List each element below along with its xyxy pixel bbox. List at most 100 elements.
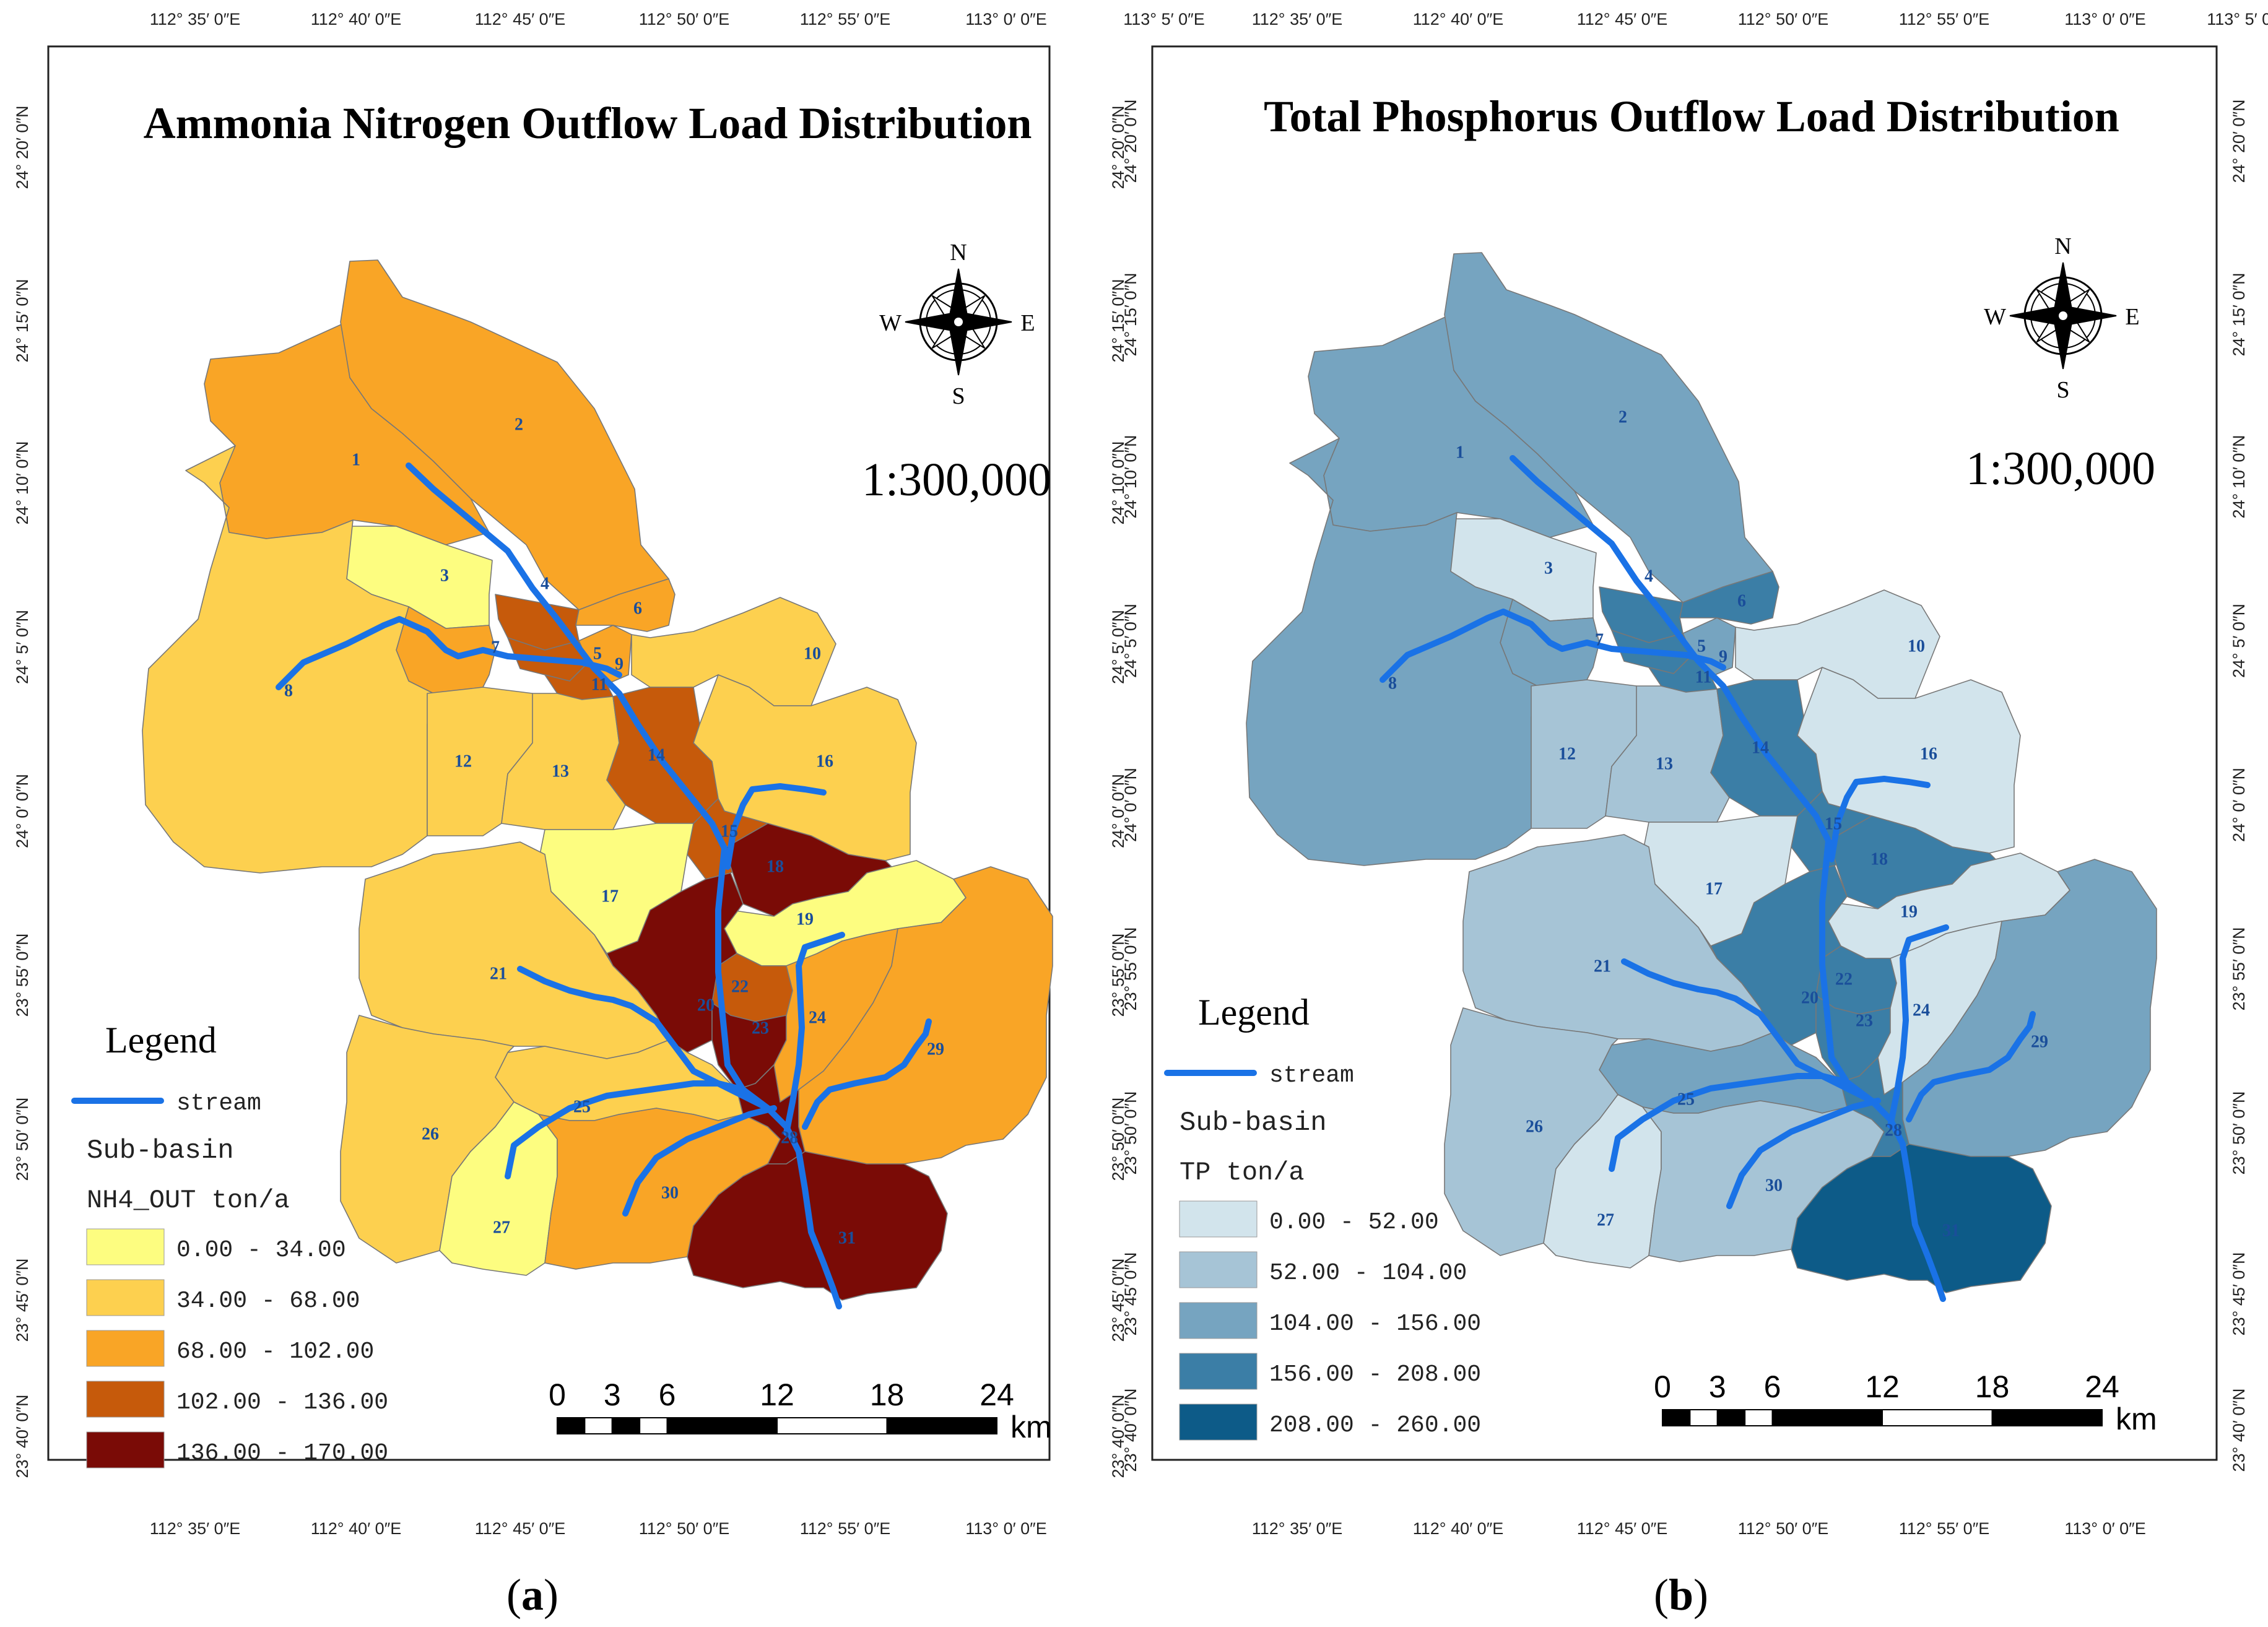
legend-subbasin-label: Sub-basin xyxy=(87,1135,234,1166)
stream-line xyxy=(1379,609,1726,683)
stream-line xyxy=(1609,1073,1850,1172)
subbasin-label: 13 xyxy=(1656,754,1673,773)
subbasin-label: 15 xyxy=(721,822,738,841)
coordinate-labels: 112° 35′ 0″E 112° 35′ 0″E 112° 40′ 0″E 112°… xyxy=(1121,10,2268,1538)
lon-label-top: 113° 5′ 0″E xyxy=(2207,10,2268,28)
stream-layer xyxy=(1379,455,2036,1302)
subbasin-label: 16 xyxy=(816,752,833,771)
subbasin-8[interactable] xyxy=(142,445,434,874)
scale-segment xyxy=(1882,1409,1993,1426)
lat-label-right: 24° 0′ 0″N xyxy=(1109,774,1127,848)
lon-label-top: 112° 55′ 0″E xyxy=(1899,10,1990,28)
subbasin-6[interactable] xyxy=(575,578,676,632)
legend-swatch xyxy=(1179,1251,1258,1288)
subbasin-label: 18 xyxy=(767,857,784,876)
north-arrow-icon: N S E W xyxy=(1984,233,2140,403)
compass-n: N xyxy=(950,240,967,266)
scale-tick-label: 3 xyxy=(604,1378,621,1412)
stream-line xyxy=(1887,924,1949,1129)
legend-class-label: 104.00 - 156.00 xyxy=(1269,1311,1481,1337)
lon-label-bottom: 112° 40′ 0″E xyxy=(1413,1519,1504,1538)
scale-segment xyxy=(1771,1409,1883,1426)
lon-label-top: 113° 5′ 0″E xyxy=(1123,10,1205,28)
compass-w: W xyxy=(1984,304,2006,330)
legend-swatch xyxy=(1179,1200,1258,1238)
lon-label-bottom: 112° 50′ 0″E xyxy=(1738,1519,1829,1538)
compass-s: S xyxy=(2056,377,2069,403)
subbasin-label: 15 xyxy=(1825,814,1842,833)
subbasin-label: 2 xyxy=(1618,407,1627,427)
subbasin-label: 24 xyxy=(1913,1000,1930,1020)
legend-swatch xyxy=(86,1330,165,1367)
subbasin-label: 29 xyxy=(2031,1032,2048,1051)
lat-label-right: 24° 0′ 0″N xyxy=(2230,768,2248,842)
lat-label-left: 23° 40′ 0″N xyxy=(13,1395,32,1478)
subbasin-label: 20 xyxy=(1801,988,1818,1007)
subbasin-label: 3 xyxy=(1544,558,1553,578)
lat-label-right: 23° 50′ 0″N xyxy=(2230,1091,2248,1175)
legend-class-label: 34.00 - 68.00 xyxy=(176,1288,360,1314)
scale-segment xyxy=(666,1417,778,1434)
legend-swatch xyxy=(1179,1404,1258,1441)
lat-label-right: 23° 40′ 0″N xyxy=(2230,1389,2248,1472)
subbasin-8[interactable] xyxy=(1246,438,1538,866)
legend-stream-label: stream xyxy=(1269,1062,1354,1089)
lat-label-right: 23° 45′ 0″N xyxy=(2230,1252,2248,1336)
subbasin-layer xyxy=(142,259,1053,1301)
scale-tick-label: 24 xyxy=(2085,1369,2119,1404)
lat-label-left: 24° 10′ 0″N xyxy=(13,441,32,525)
lat-label-left: 24° 15′ 0″N xyxy=(1121,273,1140,357)
coordinate-labels: 112° 35′ 0″E 112° 35′ 0″E 112° 40′ 0″E 112°… xyxy=(13,10,1205,1538)
subbasin-label: 28 xyxy=(1885,1121,1902,1140)
scale-tick-label: 3 xyxy=(1709,1369,1726,1404)
lat-label-left: 23° 55′ 0″N xyxy=(13,934,32,1017)
subbasin-label: 8 xyxy=(284,681,293,700)
subbasin-20[interactable] xyxy=(606,872,744,1053)
subbasin-label: 1 xyxy=(1456,443,1464,462)
subbasin-20[interactable] xyxy=(1710,865,1848,1046)
subbasin-label: 22 xyxy=(731,977,749,996)
panel-a: 112° 35′ 0″E 112° 35′ 0″E 112° 40′ 0″E 112°… xyxy=(13,10,1205,1620)
stream-line xyxy=(783,932,845,1136)
legend-swatch xyxy=(86,1381,165,1418)
lon-label-top: 112° 45′ 0″E xyxy=(1577,10,1668,28)
subbasin-label: 8 xyxy=(1388,674,1397,693)
legend-class-label: 136.00 - 170.00 xyxy=(176,1440,388,1467)
legend-class-label: 68.00 - 102.00 xyxy=(176,1338,374,1365)
lat-label-right: 24° 10′ 0″N xyxy=(2230,435,2248,519)
lat-label-left: 24° 15′ 0″N xyxy=(13,279,32,363)
subbasin-label: 23 xyxy=(752,1018,769,1038)
subbasin-label: 13 xyxy=(552,761,569,781)
lon-label-bottom: 113° 0′ 0″E xyxy=(965,1519,1047,1538)
lat-label-left: 23° 50′ 0″N xyxy=(13,1098,32,1181)
subbasin-label: 19 xyxy=(796,909,814,929)
lat-label-left: 23° 55′ 0″N xyxy=(1121,927,1140,1011)
lat-label-right: 24° 20′ 0″N xyxy=(1109,106,1127,189)
stream-line xyxy=(276,616,622,690)
legend-field-label: TP ton/a xyxy=(1180,1158,1305,1187)
subbasin-6[interactable] xyxy=(1679,571,1779,625)
lat-label-right: 23° 40′ 0″N xyxy=(1109,1395,1127,1478)
lon-label-top: 112° 40′ 0″E xyxy=(311,10,402,28)
legend-class-label: 0.00 - 34.00 xyxy=(176,1237,346,1264)
subbasin-label: 24 xyxy=(809,1008,826,1027)
stream-line xyxy=(505,1080,746,1179)
stream-line xyxy=(406,462,842,1309)
compass-center xyxy=(953,316,964,328)
subbasin-label: 23 xyxy=(1856,1011,1873,1030)
subbasin-31[interactable] xyxy=(687,1151,948,1301)
subbasin-label: 22 xyxy=(1835,970,1853,989)
scale-segment xyxy=(776,1417,888,1434)
lon-label-bottom: 112° 40′ 0″E xyxy=(311,1519,402,1538)
scale-segment xyxy=(1744,1409,1773,1426)
subbasin-label: 28 xyxy=(781,1128,798,1147)
subbasin-31[interactable] xyxy=(1791,1143,2052,1293)
lon-label-bottom: 112° 35′ 0″E xyxy=(150,1519,241,1538)
lat-label-left: 24° 5′ 0″N xyxy=(13,610,32,684)
lat-label-left: 24° 10′ 0″N xyxy=(1121,435,1140,519)
lon-label-top: 112° 50′ 0″E xyxy=(639,10,730,28)
lat-label-right: 24° 5′ 0″N xyxy=(1109,610,1127,684)
